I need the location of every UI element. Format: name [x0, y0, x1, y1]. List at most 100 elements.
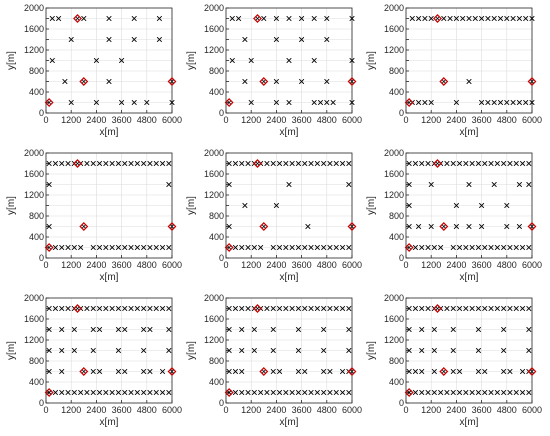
x-tick-label: 4800: [137, 405, 157, 415]
data-point-cross: [428, 181, 434, 188]
data-point-cross: [406, 160, 412, 167]
data-point-cross: [251, 347, 257, 354]
subplot-1: 0 1200 2400 3600 4800 6000 0 400 800 1200 1600 2000…: [6, 3, 182, 138]
data-point-highlight-cross: [261, 369, 266, 374]
data-point-cross: [444, 389, 450, 396]
data-point-cross: [482, 389, 488, 396]
data-point-highlight-cross: [407, 100, 412, 105]
data-point-cross: [529, 15, 535, 22]
data-point-cross: [311, 57, 317, 64]
data-point-cross: [406, 326, 412, 333]
y-tick-label: 0: [219, 253, 224, 263]
data-point-cross: [346, 160, 352, 167]
x-tick-label: 0: [43, 260, 48, 270]
data-point-cross: [242, 78, 248, 85]
y-axis-label: y[m]: [366, 51, 377, 70]
data-point-highlight: [404, 98, 414, 107]
data-point-cross: [128, 244, 134, 251]
data-point-cross: [128, 305, 134, 312]
subplot-3: 0 1200 2400 3600 4800 6000 0 400 800 1200 1600 2000…: [366, 3, 542, 138]
data-point-cross: [169, 99, 175, 106]
data-point-cross: [134, 389, 140, 396]
y-tick-label: 0: [399, 108, 404, 118]
data-point-cross: [276, 305, 283, 312]
data-point-cross: [49, 15, 55, 22]
data-point-cross: [406, 223, 412, 230]
data-point-cross: [431, 244, 437, 251]
data-point-cross: [321, 389, 327, 396]
data-point-cross: [494, 244, 500, 251]
data-point-cross: [431, 326, 437, 333]
data-point-cross: [239, 368, 245, 375]
data-point-highlight-cross: [227, 390, 232, 395]
data-point-cross: [295, 389, 302, 396]
x-tick-label: 1200: [61, 260, 81, 270]
data-point-cross: [258, 389, 264, 396]
data-point-cross: [346, 181, 352, 188]
data-point-highlight-cross: [170, 369, 174, 374]
data-point-cross: [96, 326, 103, 333]
data-point-cross: [147, 389, 153, 396]
y-tick-label: 1600: [204, 314, 224, 324]
data-point-cross: [339, 389, 346, 396]
data-point-cross: [346, 326, 352, 333]
data-point-cross: [49, 57, 55, 64]
data-point-cross: [419, 326, 425, 333]
data-point-cross: [141, 160, 147, 167]
y-tick-label: 0: [219, 108, 224, 118]
y-tick-label: 0: [399, 398, 404, 408]
y-tick-label: 0: [39, 398, 44, 408]
data-point-cross: [232, 160, 239, 167]
data-point-cross: [239, 389, 245, 396]
data-point-highlight-cross: [441, 369, 446, 374]
data-point-highlight-cross: [407, 245, 412, 250]
data-point-cross: [96, 368, 103, 375]
x-axis-label: x[m]: [460, 127, 479, 138]
data-point-cross: [406, 347, 412, 354]
data-point-cross: [226, 181, 232, 188]
data-point-highlight-cross: [227, 245, 232, 250]
data-point-cross: [103, 305, 109, 312]
data-point-cross: [504, 202, 510, 209]
data-point-highlight: [79, 367, 89, 376]
x-tick-label: 6000: [522, 405, 542, 415]
data-point-cross: [239, 305, 245, 312]
data-point-cross: [453, 202, 460, 209]
data-point-cross: [519, 160, 526, 167]
data-point-highlight: [347, 367, 357, 376]
data-point-cross: [482, 368, 488, 375]
data-point-cross: [276, 244, 283, 251]
data-point-cross: [501, 347, 507, 354]
data-point-cross: [166, 347, 172, 354]
x-tick-label: 6000: [162, 260, 182, 270]
x-tick-label: 1200: [421, 405, 441, 415]
data-point-cross: [289, 244, 295, 251]
data-point-cross: [463, 305, 469, 312]
data-point-cross: [333, 160, 339, 167]
subplot-2: 0 1200 2400 3600 4800 6000 0 400 800 1200 1600 2000…: [186, 3, 362, 138]
data-point-cross: [516, 15, 523, 22]
data-point-cross: [65, 389, 71, 396]
data-point-cross: [261, 15, 267, 22]
data-point-cross: [96, 389, 103, 396]
data-point-cross: [106, 78, 112, 85]
data-point-cross: [270, 368, 276, 375]
data-point-cross: [115, 368, 122, 375]
data-point-cross: [242, 36, 248, 43]
data-point-cross: [327, 160, 333, 167]
data-point-cross: [59, 305, 65, 312]
data-point-cross: [242, 202, 248, 209]
data-point-cross: [289, 389, 295, 396]
data-point-cross: [314, 305, 320, 312]
data-point-cross: [55, 15, 62, 22]
data-point-cross: [84, 305, 90, 312]
data-point-cross: [109, 389, 115, 396]
y-tick-label: 400: [209, 232, 224, 242]
data-point-cross: [482, 305, 488, 312]
data-point-cross: [466, 15, 472, 22]
data-point-cross: [526, 305, 532, 312]
data-point-cross: [324, 78, 330, 85]
data-point-cross: [412, 244, 419, 251]
data-point-highlight-cross: [47, 245, 52, 250]
data-point-cross: [504, 15, 510, 22]
